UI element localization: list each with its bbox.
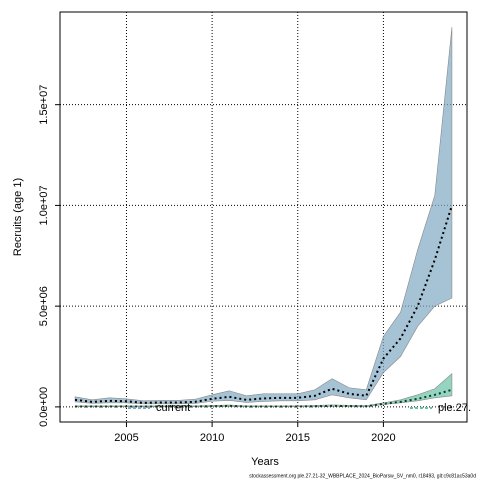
x-tick-label: 2015 xyxy=(286,432,310,444)
footnote: stockassessment.org ple.27.21-32_WBBPLAC… xyxy=(249,473,476,479)
y-tick-label: 1.5e+07 xyxy=(38,85,50,125)
y-tick-label: 1.0e+07 xyxy=(38,185,50,225)
plot-frame xyxy=(59,11,468,423)
x-tick-label: 2005 xyxy=(114,432,138,444)
legend-label: current xyxy=(156,402,190,414)
legend-label: ple.27. xyxy=(438,402,471,414)
y-tick-label: 0.0e+00 xyxy=(38,387,50,427)
x-axis-label: Years xyxy=(251,456,279,468)
x-tick-label: 2010 xyxy=(200,432,224,444)
estimate-line xyxy=(74,205,453,404)
y-axis-label: Recruits (age 1) xyxy=(12,178,24,256)
confidence-band xyxy=(74,27,453,405)
y-tick-label: 5.0e+06 xyxy=(38,286,50,326)
x-tick-label: 2020 xyxy=(371,432,395,444)
